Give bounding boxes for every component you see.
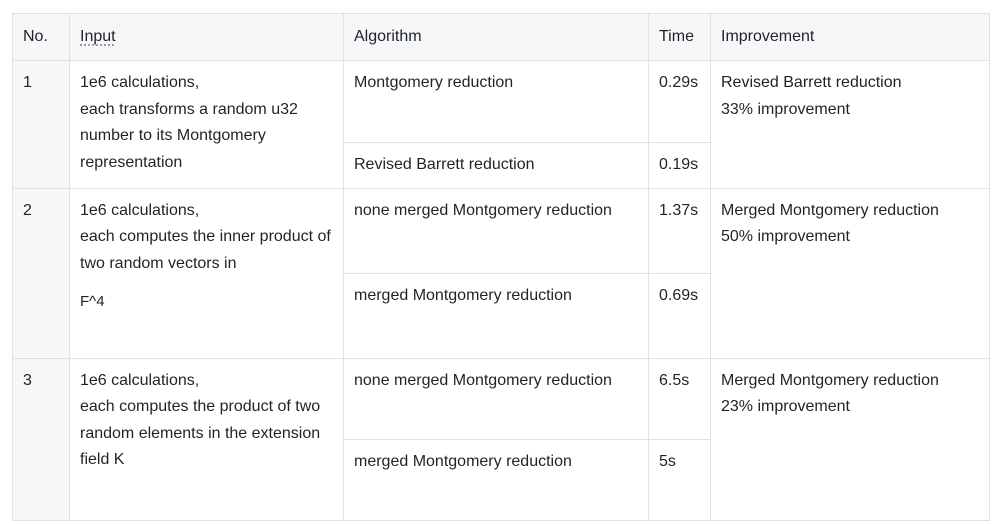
improvement-title: Merged Montgomery reduction — [721, 371, 939, 389]
algorithm-cell: Montgomery reduction — [343, 60, 649, 143]
time-cell: 0.19s — [648, 142, 711, 189]
improvement-value: 33% improvement — [721, 100, 850, 118]
table-row: merged Montgomery reduction 5s — [13, 438, 990, 521]
header-improvement: Improvement — [710, 13, 990, 61]
table-row: 1 1e6 calculations, each transforms a ra… — [12, 60, 990, 189]
row-number: 3 — [12, 357, 70, 521]
input-cell: 1e6 calculations, each computes the prod… — [69, 357, 344, 521]
input-cell: 1e6 calculations, each transforms a rand… — [69, 60, 344, 189]
header-no: No. — [12, 13, 70, 61]
input-math: F^4 — [80, 293, 105, 310]
algorithm-cell: none merged Montgomery reduction — [343, 187, 649, 274]
algorithm-cell: Revised Barrett reduction — [343, 142, 649, 189]
time-cell: 6.5s — [648, 357, 711, 440]
row-number: 2 — [12, 187, 70, 359]
improvement-value: 23% improvement — [721, 398, 850, 415]
input-line: each computes the product of two random … — [80, 398, 321, 468]
improvement-value: 50% improvement — [721, 228, 850, 245]
table-row: Revised Barrett reduction 0.19s — [13, 142, 990, 189]
improvement-title: Revised Barrett reduction — [721, 74, 902, 91]
algorithm-cell: merged Montgomery reduction — [343, 438, 649, 521]
input-line: each transforms a random u32 number to i… — [80, 100, 298, 171]
input-line: each computes the inner product of two r… — [80, 228, 331, 272]
improvement-cell: Merged Montgomery reduction 23% improvem… — [710, 357, 990, 521]
improvement-cell: Merged Montgomery reduction 50% improvem… — [710, 187, 990, 359]
input-line: 1e6 calculations, — [80, 74, 200, 91]
improvement-title: Merged Montgomery reduction — [721, 201, 939, 219]
time-cell: 1.37s — [648, 187, 711, 274]
header-time: Time — [648, 13, 711, 61]
row-number: 1 — [12, 60, 70, 189]
time-cell: 5s — [648, 438, 711, 521]
input-line: 1e6 calculations, — [80, 371, 200, 389]
benchmark-table: No. Input Algorithm Time Improvement 1 1… — [12, 13, 990, 521]
header-algorithm: Algorithm — [343, 13, 649, 61]
time-cell: 0.29s — [648, 60, 711, 143]
time-cell: 0.69s — [648, 272, 711, 359]
header-input-label: Input — [80, 27, 116, 45]
header-input: Input — [69, 13, 344, 61]
table-row: 3 1e6 calculations, each computes the pr… — [12, 357, 990, 521]
table-row: merged Montgomery reduction 0.69s — [13, 272, 990, 359]
input-cell: 1e6 calculations, each computes the inne… — [69, 187, 344, 359]
input-line: 1e6 calculations, — [80, 201, 200, 219]
algorithm-cell: none merged Montgomery reduction — [343, 357, 649, 440]
algorithm-cell: merged Montgomery reduction — [343, 272, 649, 359]
table-header-row: No. Input Algorithm Time Improvement — [12, 13, 990, 61]
table-row: 2 1e6 calculations, each computes the in… — [12, 187, 990, 359]
improvement-cell: Revised Barrett reduction 33% improvemen… — [710, 60, 990, 189]
